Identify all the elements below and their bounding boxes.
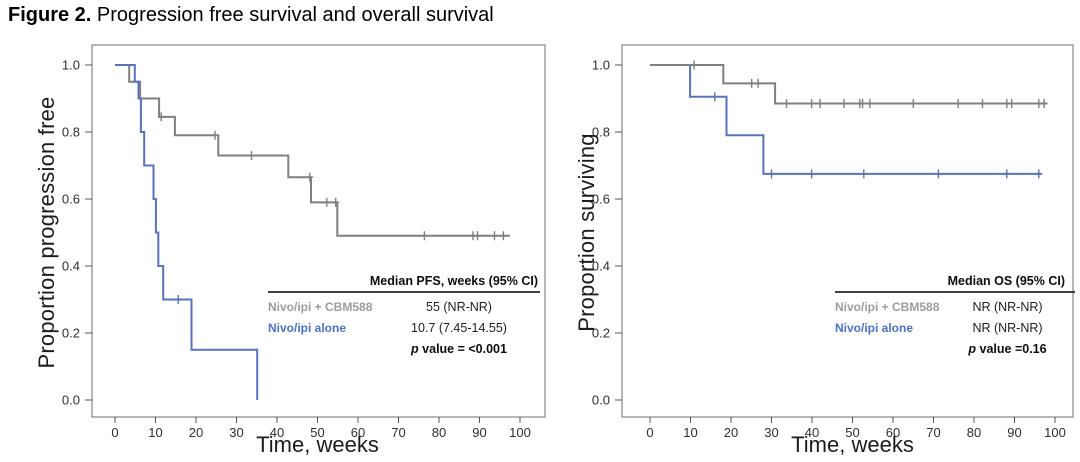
pfs-censor-marks-nivo-ipi-cbm588 [157, 112, 507, 241]
pfs-legend-row-cbm588: Nivo/ipi + CBM588 55 (NR-NR) [268, 297, 540, 318]
os-legend-label-nivo-ipi-alone: Nivo/ipi alone [835, 321, 914, 335]
os-censor-marks-nivo-ipi-alone [711, 92, 1043, 179]
os-y-tick-label: 0.2 [592, 326, 610, 341]
os-legend-label-nivo-ipi-cbm588: Nivo/ipi + CBM588 [835, 300, 940, 314]
os-x-tick-label: 0 [646, 425, 653, 440]
pfs-y-tick-label: 0.2 [62, 326, 80, 341]
os-curve-nivo-ipi-alone [650, 64, 1042, 175]
pfs-x-tick-label: 40 [270, 425, 284, 440]
pfs-x-tick-label: 50 [310, 425, 324, 440]
os-legend-row-cbm588: Nivo/ipi + CBM588 NR (NR-NR) [835, 297, 1075, 318]
pfs-legend-label-nivo-ipi-alone: Nivo/ipi alone [268, 321, 347, 335]
os-x-tick-label: 30 [764, 425, 778, 440]
figure-number-label: Figure 2. [8, 4, 92, 26]
os-y-tick-label: 0.0 [592, 393, 610, 408]
os-x-tick-label: 90 [1007, 425, 1021, 440]
figure-title: Figure 2. Progression free survival and … [8, 4, 494, 27]
pfs-x-tick-label: 10 [148, 425, 162, 440]
pfs-curve-nivo-ipi-cbm588 [115, 64, 510, 237]
p-symbol: p [968, 342, 977, 356]
os-legend-divider [835, 291, 1075, 293]
os-y-tick-label: 1.0 [592, 58, 610, 73]
pfs-censor-marks-nivo-ipi-alone [174, 295, 182, 304]
pfs-y-tick-label: 0.8 [62, 125, 80, 140]
os-x-tick-label: 100 [1044, 425, 1066, 440]
pfs-legend-divider [268, 291, 540, 293]
os-legend-row-alone: Nivo/ipi alone NR (NR-NR) [835, 318, 1075, 339]
p-symbol: p [411, 342, 419, 356]
os-censor-marks-nivo-ipi-cbm588 [690, 60, 1048, 108]
os-p-value-text: value =0.16 [976, 342, 1047, 356]
pfs-x-tick-label: 20 [189, 425, 203, 440]
pfs-x-tick-label: 90 [472, 425, 486, 440]
pfs-legend: Median PFS, weeks (95% CI) Nivo/ipi + CB… [268, 274, 540, 360]
os-y-tick-label: 0.6 [592, 192, 610, 207]
pfs-x-tick-label: 0 [111, 425, 118, 440]
pfs-y-tick-label: 0.4 [62, 259, 80, 274]
pfs-x-tick-label: 60 [351, 425, 365, 440]
os-y-tick-label: 0.4 [592, 259, 610, 274]
os-legend-value-nivo-ipi-alone: NR (NR-NR) [972, 321, 1043, 335]
pfs-plot-frame [91, 44, 546, 418]
pfs-plot-svg: 0.0 0.2 0.4 0.6 0.8 1.0 0 10 20 30 40 50 60 70 80 90 100 [62, 44, 546, 440]
os-x-tick-label: 70 [926, 425, 940, 440]
pfs-y-tick-label: 0.6 [62, 192, 80, 207]
os-legend-header: Median OS (95% CI) [947, 274, 1065, 288]
os-p-value: p value =0.16 [940, 339, 1075, 360]
pfs-legend-label-nivo-ipi-cbm588: Nivo/ipi + CBM588 [268, 300, 373, 314]
pfs-y-tick-label: 1.0 [62, 58, 80, 73]
os-legend: Median OS (95% CI) Nivo/ipi + CBM588 NR … [835, 274, 1075, 360]
pfs-x-tick-label: 30 [229, 425, 243, 440]
os-y-axis-label: Proportion surviving [574, 133, 599, 332]
os-x-tick-label: 40 [805, 425, 819, 440]
figure-title-text: Progression free survival and overall su… [91, 4, 494, 26]
os-x-tick-label: 20 [724, 425, 738, 440]
os-chart-panel: 0.0 0.2 0.4 0.6 0.8 1.0 0 10 20 30 40 50 60 70 80 90 100… [560, 40, 1080, 462]
os-legend-row-pvalue: p value =0.16 [835, 339, 1075, 360]
os-plot-svg: 0.0 0.2 0.4 0.6 0.8 1.0 0 10 20 30 40 50 60 70 80 90 100 [592, 44, 1074, 440]
pfs-curve-nivo-ipi-alone [115, 64, 259, 400]
pfs-x-tick-label: 70 [391, 425, 405, 440]
pfs-legend-row-pvalue: p value = <0.001 [268, 339, 540, 360]
os-x-axis-label: Time, weeks [791, 432, 914, 457]
pfs-x-axis-label: Time, weeks [256, 432, 379, 457]
pfs-legend-row-alone: Nivo/ipi alone 10.7 (7.45-14.55) [268, 318, 540, 339]
pfs-chart-panel: 0.0 0.2 0.4 0.6 0.8 1.0 0 10 20 30 40 50 60 70 80 90 100… [0, 40, 548, 462]
os-x-tick-label: 50 [845, 425, 859, 440]
os-x-tick-label: 80 [967, 425, 981, 440]
pfs-legend-value-nivo-ipi-cbm588: 55 (NR-NR) [426, 300, 492, 314]
os-x-tick-label: 10 [683, 425, 697, 440]
pfs-p-value-text: value = <0.001 [418, 342, 507, 356]
pfs-x-tick-label: 80 [432, 425, 446, 440]
pfs-y-tick-label: 0.0 [62, 393, 80, 408]
os-legend-value-nivo-ipi-cbm588: NR (NR-NR) [972, 300, 1043, 314]
pfs-x-tick-label: 100 [509, 425, 531, 440]
pfs-p-value: p value = <0.001 [378, 339, 540, 360]
os-x-tick-label: 60 [886, 425, 900, 440]
pfs-legend-header: Median PFS, weeks (95% CI) [369, 274, 538, 288]
os-plot-frame [621, 44, 1074, 418]
os-y-tick-label: 0.8 [592, 125, 610, 140]
pfs-legend-value-nivo-ipi-alone: 10.7 (7.45-14.55) [411, 321, 507, 335]
pfs-y-axis-label: Proportion progression free [34, 96, 59, 369]
